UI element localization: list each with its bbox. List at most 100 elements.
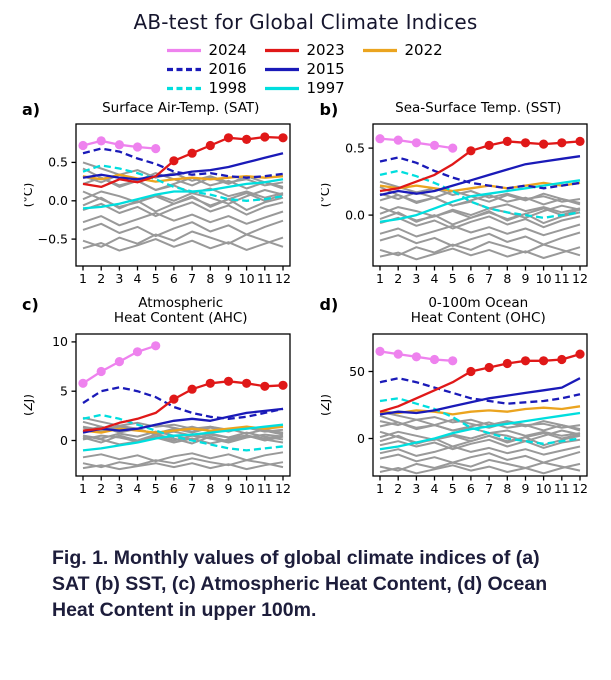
gray-year-line: [379, 209, 581, 226]
series-marker-2024: [132, 347, 142, 357]
series-marker-2023: [502, 358, 513, 369]
figure-caption: Fig. 1. Monthly values of global climate…: [52, 546, 548, 621]
series-marker-2023: [187, 148, 197, 158]
series-line-2016: [82, 386, 283, 420]
series-line-1998: [82, 413, 283, 452]
y-tick-label: −0.5: [37, 231, 67, 246]
figure-title: AB-test for Global Climate Indices: [133, 10, 478, 34]
gray-year-line: [82, 194, 283, 213]
x-tick-label: 6: [467, 271, 475, 286]
gray-year-line: [379, 240, 581, 256]
gray-year-line: [82, 200, 283, 217]
series-marker-2023: [223, 132, 233, 143]
legend-label-2022: 2022: [404, 41, 443, 59]
plot-frame: [372, 333, 588, 477]
x-tick-label: 3: [115, 481, 123, 496]
legend-line-2016-icon: [166, 67, 201, 71]
x-tick-label: 5: [449, 271, 457, 286]
series-marker-2023: [557, 137, 567, 148]
gray-year-line: [380, 418, 581, 432]
series-line-2016: [380, 377, 581, 405]
gray-year-line: [82, 210, 284, 226]
gray-year-line: [380, 421, 581, 432]
x-tick-label: 6: [170, 481, 178, 496]
series-marker-2024: [96, 366, 106, 377]
legend-item-2023: 2023: [264, 41, 348, 59]
gray-year-line: [380, 245, 581, 260]
plot-frame: [75, 123, 291, 267]
x-tick-label: 12: [572, 271, 588, 286]
series-marker-2023: [521, 137, 531, 148]
gray-year-line: [380, 450, 581, 464]
gray-year-line: [379, 414, 581, 437]
gray-year-line: [82, 230, 284, 248]
y-axis-label: (ZJ): [321, 394, 332, 416]
series-marker-2023: [484, 362, 494, 373]
x-tick-label: 11: [554, 481, 570, 496]
series-marker-2024: [150, 341, 161, 351]
y-tick-label: 0.5: [48, 154, 68, 169]
x-tick-label: 10: [536, 481, 552, 496]
x-tick-label: 1: [79, 271, 87, 286]
legend-item-2015: 2015: [264, 60, 348, 78]
legend-line-2023-icon: [264, 48, 299, 52]
x-tick-label: 6: [170, 271, 178, 286]
x-tick-label: 2: [97, 271, 105, 286]
x-tick-label: 11: [257, 271, 273, 286]
x-tick-label: 4: [133, 271, 141, 286]
x-tick-label: 7: [188, 481, 196, 496]
series-line-1997: [380, 411, 581, 451]
series-marker-2023: [539, 356, 549, 366]
x-tick-label: 3: [413, 271, 421, 286]
series-marker-2024: [78, 140, 88, 150]
x-tick-label: 7: [485, 481, 493, 496]
series-marker-2024: [393, 349, 404, 359]
series-marker-2024: [96, 135, 106, 146]
series-marker-2023: [187, 384, 197, 394]
panel-title-d: 0-100m Ocean Heat Content (OHC): [410, 294, 546, 327]
x-tick-label: 3: [115, 271, 123, 286]
series-marker-2024: [430, 140, 440, 150]
series-marker-2024: [78, 378, 88, 388]
legend-label-2015: 2015: [306, 60, 345, 78]
x-tick-label: 4: [133, 481, 141, 496]
series-line-1997: [82, 177, 283, 210]
series-line-2015: [82, 407, 283, 434]
series-marker-2024: [430, 354, 440, 365]
gray-year-line: [82, 457, 283, 469]
legend-item-2024: 2024: [166, 41, 250, 59]
series-marker-2023: [484, 140, 494, 150]
x-tick-label: 8: [504, 271, 512, 286]
legend: 2024 2023 2022 2016 2015 1998 1997: [166, 41, 446, 97]
legend-label-1997: 1997: [306, 79, 345, 97]
gray-year-line: [380, 410, 581, 429]
series-marker-2023: [169, 394, 179, 404]
gray-year-line: [82, 236, 284, 252]
series-marker-2024: [375, 133, 385, 143]
series-line-2016: [380, 156, 581, 190]
x-tick-label: 9: [522, 481, 530, 496]
plot-frame: [372, 123, 588, 267]
x-tick-label: 9: [224, 481, 232, 496]
gray-year-line: [380, 458, 581, 472]
legend-spacer: [362, 79, 446, 97]
series-line-1998: [82, 163, 283, 202]
x-tick-label: 5: [449, 481, 457, 496]
x-tick-label: 2: [394, 481, 402, 496]
gray-year-line: [379, 215, 581, 230]
series-marker-2023: [466, 145, 476, 156]
y-tick-label: 0: [60, 433, 68, 448]
series-marker-2024: [412, 352, 422, 362]
gray-year-line: [379, 231, 581, 247]
legend-line-1998-icon: [166, 86, 201, 90]
legend-line-2022-icon: [362, 48, 397, 52]
x-tick-label: 1: [79, 481, 87, 496]
panel-letter-b: b): [319, 100, 339, 119]
x-tick-label: 12: [275, 271, 291, 286]
gray-year-line: [82, 461, 283, 471]
x-tick-label: 12: [275, 481, 291, 496]
panel-a: a) Surface Air-Temp. (SAT) 0.5 0.0 −0.5 1 2 3 4 5…: [14, 100, 306, 290]
gray-year-line: [82, 433, 283, 445]
